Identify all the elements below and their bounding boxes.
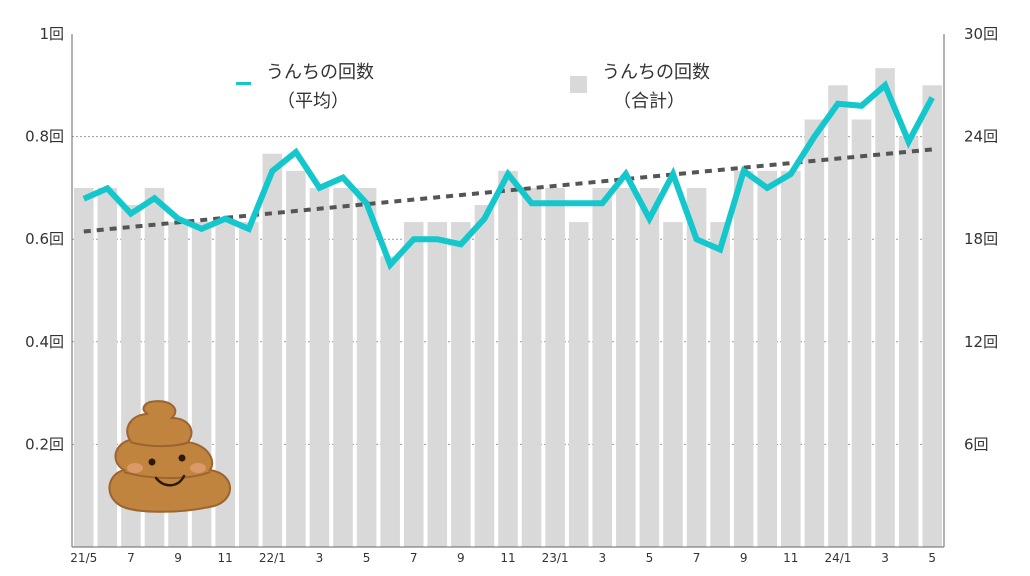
x-tick-label: 7 — [693, 551, 701, 565]
bar — [215, 222, 235, 547]
bar — [498, 170, 518, 548]
bar — [922, 85, 942, 548]
line-series-average — [82, 80, 935, 271]
bar — [521, 187, 542, 547]
legend-label-average-line1: うんちの回数 — [266, 62, 374, 83]
bar — [663, 222, 683, 547]
legend-swatch-total — [570, 76, 587, 93]
bar — [545, 187, 565, 547]
bar — [592, 187, 613, 547]
poop-illustration — [108, 400, 231, 513]
left-tick-label: 0.8回 — [25, 128, 64, 146]
bar — [898, 136, 919, 547]
bar — [875, 68, 895, 547]
right-tick-label: 6回 — [964, 435, 989, 453]
bar — [686, 187, 707, 547]
legend-label-average-line2: （平均） — [277, 91, 349, 112]
bar — [238, 222, 259, 547]
bar — [380, 256, 400, 547]
bar — [286, 170, 306, 548]
right-tick-label: 18回 — [964, 230, 998, 248]
x-tick-label: 3 — [598, 551, 606, 565]
bar — [828, 85, 848, 548]
right-tick-label: 12回 — [964, 333, 998, 351]
bar — [639, 187, 660, 547]
bar — [616, 187, 636, 547]
bar — [804, 119, 825, 547]
x-tick-label: 7 — [410, 551, 418, 565]
bar — [97, 187, 118, 547]
bar — [781, 170, 801, 548]
x-tick-label: 24/1 — [824, 551, 851, 565]
legend-swatch-average — [236, 82, 251, 85]
x-tick-label: 5 — [363, 551, 371, 565]
left-tick-label: 0.6回 — [25, 230, 64, 248]
x-tick-label: 3 — [881, 551, 889, 565]
bar — [356, 187, 377, 547]
bar — [710, 222, 730, 547]
x-axis-ticks: 21/5 7 9 11 22/1 3 5 7 9 11 23/1 3 5 7 9 11 24/1 3 5 — [70, 551, 936, 565]
x-tick-label: 9 — [740, 551, 748, 565]
bar — [757, 170, 778, 548]
left-tick-label: 0.2回 — [25, 435, 64, 453]
bar — [427, 222, 448, 547]
bar — [262, 153, 283, 547]
x-tick-label: 11 — [218, 551, 233, 565]
x-tick-label: 7 — [127, 551, 135, 565]
bar — [74, 187, 94, 547]
left-axis-ticks: 0.2回 0.4回 0.6回 0.8回 1回 — [25, 25, 64, 453]
legend-label-total-line2: （合計） — [613, 91, 685, 112]
bar — [451, 222, 471, 547]
x-tick-label: 9 — [174, 551, 182, 565]
axes — [71, 34, 945, 548]
bar — [474, 205, 495, 547]
bar — [309, 187, 330, 547]
bar — [333, 187, 353, 547]
x-tick-label: 22/1 — [259, 551, 286, 565]
left-tick-label: 1回 — [39, 25, 64, 43]
x-tick-label: 11 — [783, 551, 798, 565]
bar — [568, 222, 589, 547]
x-tick-label: 11 — [500, 551, 515, 565]
x-tick-label: 3 — [316, 551, 324, 565]
x-tick-label: 5 — [928, 551, 936, 565]
right-tick-label: 30回 — [964, 25, 998, 43]
right-tick-label: 24回 — [964, 128, 998, 146]
bar — [403, 222, 424, 547]
left-tick-label: 0.4回 — [25, 333, 64, 351]
bar — [851, 119, 872, 547]
right-axis-ticks: 6回 12回 18回 24回 30回 — [964, 25, 998, 453]
x-tick-label: 23/1 — [542, 551, 569, 565]
bar — [733, 170, 754, 548]
x-tick-label: 5 — [646, 551, 654, 565]
x-tick-label: 9 — [457, 551, 465, 565]
x-tick-label: 21/5 — [70, 551, 97, 565]
legend-label-total-line1: うんちの回数 — [602, 62, 710, 83]
legend: うんちの回数 （平均） うんちの回数 （合計） — [236, 62, 710, 112]
